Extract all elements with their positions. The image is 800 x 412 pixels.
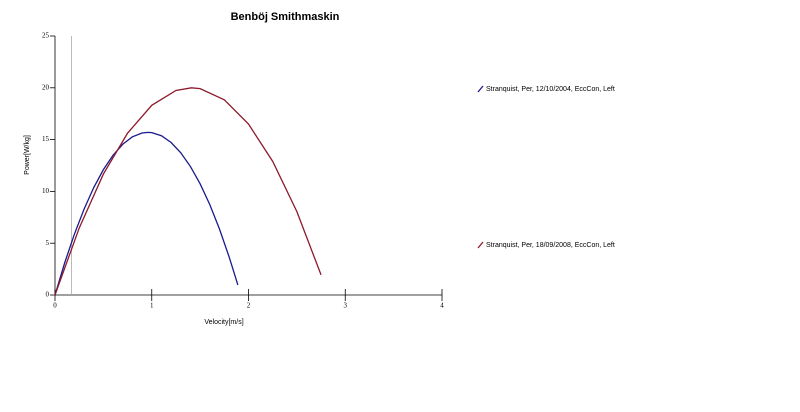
- data-line: [54, 131, 239, 296]
- x-tick-label: 4: [440, 302, 444, 310]
- y-tick-label: 0: [46, 291, 50, 299]
- y-axis-label: Power[W/kg]: [24, 135, 31, 175]
- y-tick-label: 15: [42, 135, 50, 143]
- y-tick-label: 10: [42, 187, 50, 195]
- x-tick-label: 0: [53, 302, 57, 310]
- x-tick-label: 1: [150, 302, 154, 310]
- y-tick-label: 25: [42, 32, 50, 40]
- x-tick-label: 2: [247, 302, 251, 310]
- legend-swatch: [477, 241, 484, 249]
- legend-swatch: [477, 85, 484, 93]
- data-line: [54, 87, 322, 296]
- y-tick-label: 5: [46, 239, 50, 247]
- y-tick-label: 20: [42, 83, 50, 91]
- chart-title: Benböj Smithmaskin: [231, 11, 340, 23]
- x-axis-label: Velocity[m/s]: [204, 319, 243, 326]
- legend-label: Stranquist, Per, 12/10/2004, EccCon, Lef…: [486, 86, 615, 93]
- x-tick-label: 3: [344, 302, 348, 310]
- legend-label: Stranquist, Per, 18/09/2008, EccCon, Lef…: [486, 242, 615, 249]
